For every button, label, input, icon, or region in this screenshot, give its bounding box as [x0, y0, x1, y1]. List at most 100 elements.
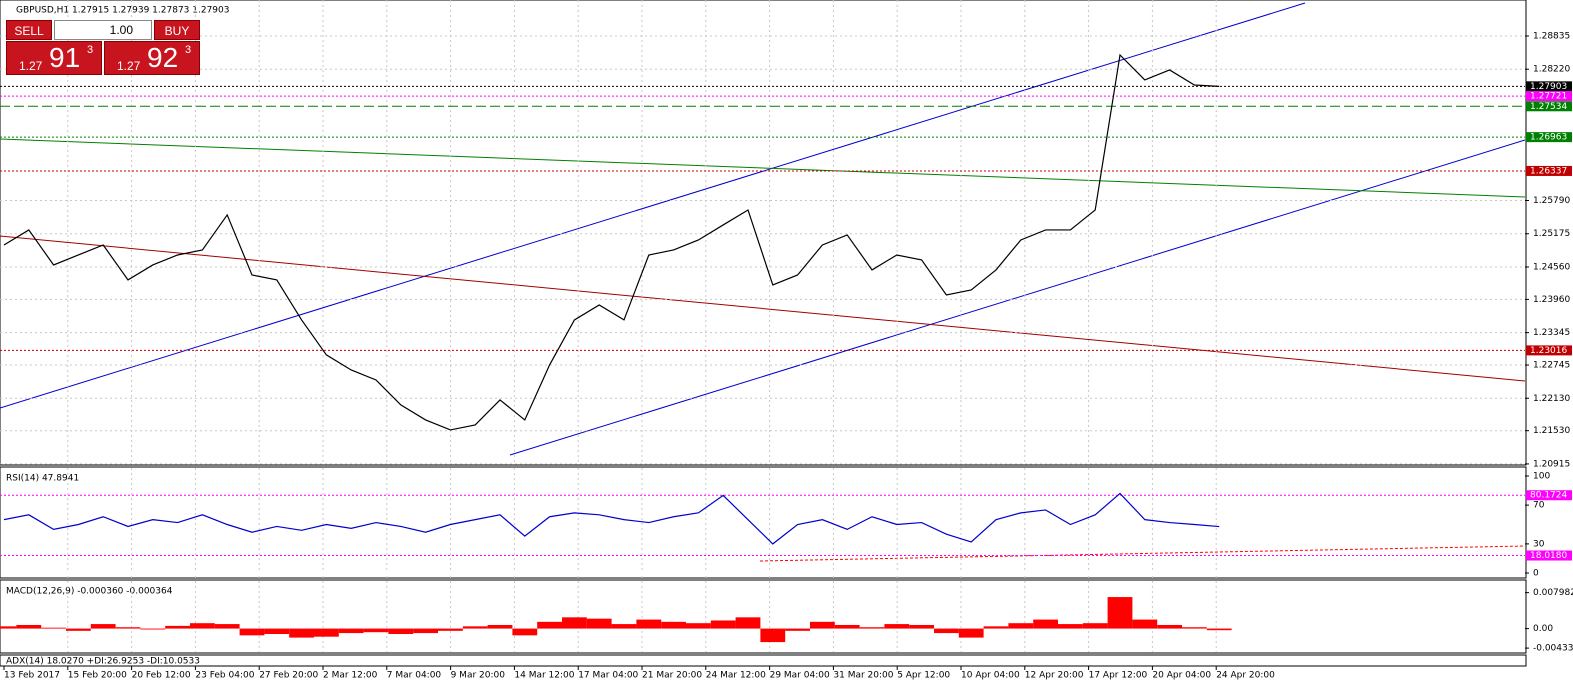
channel-lower: [509, 139, 1526, 456]
macd-bar: [710, 620, 736, 629]
macd-bar: [16, 624, 42, 629]
time-label: 21 Mar 20:00: [642, 671, 702, 681]
macd-bar: [636, 619, 662, 629]
macd-bar: [661, 621, 686, 629]
level-label: 1.27903: [1530, 82, 1567, 92]
macd-bar: [239, 628, 265, 636]
level-tag: [1526, 91, 1572, 102]
macd-bar: [686, 623, 711, 629]
macd-bar: [1206, 628, 1232, 631]
buy-frac: 3: [185, 44, 192, 56]
level-label: 1.27534: [1530, 102, 1567, 112]
macd-bar: [165, 625, 190, 629]
time-label: 23 Feb 04:00: [195, 671, 254, 681]
level-tag: [1526, 490, 1572, 501]
macd-bar: [487, 624, 513, 629]
time-label: 20 Apr 04:00: [1152, 671, 1211, 681]
y-tick-label: 30: [1533, 539, 1545, 549]
macd-frame: [0, 579, 1527, 654]
time-label: 17 Mar 04:00: [578, 671, 638, 681]
level-label: 80.1724: [1530, 491, 1567, 501]
macd-bar: [1058, 624, 1083, 629]
level-tag: [1526, 550, 1572, 561]
macd-bar: [264, 628, 290, 634]
y-tick-label: 1.20915: [1533, 459, 1570, 469]
macd-bar: [413, 628, 438, 634]
sell-big: 1.27: [19, 59, 43, 73]
time-label: 27 Feb 20:00: [259, 671, 318, 681]
macd-bar: [338, 628, 364, 634]
lot-input[interactable]: 1.00: [54, 20, 152, 40]
macd-bar: [214, 624, 240, 629]
macd-bar: [611, 624, 637, 629]
sell-price[interactable]: 1.27 91 3: [6, 41, 102, 75]
time-label: 9 Mar 20:00: [451, 671, 506, 681]
level-label: 1.26963: [1530, 133, 1567, 143]
macd-bar: [1008, 623, 1034, 629]
y-tick-label: 100: [1533, 472, 1550, 482]
macd-bar: [859, 627, 885, 629]
macd-bar: [1182, 627, 1207, 629]
macd-bar: [1132, 619, 1158, 629]
macd-bar: [785, 628, 810, 631]
macd-bar: [190, 623, 215, 629]
macd-title: MACD(12,26,9) -0.000360 -0.000364: [6, 587, 173, 597]
macd-bar: [0, 626, 17, 629]
level-label: 1.23016: [1530, 346, 1567, 356]
macd-bar: [958, 628, 984, 638]
level-label: 18.0180: [1530, 551, 1567, 561]
sell-button[interactable]: SELL: [6, 20, 52, 40]
buy-button[interactable]: BUY: [154, 20, 200, 40]
time-label: 31 Mar 20:00: [833, 671, 893, 681]
buy-price[interactable]: 1.27 92 3: [104, 41, 200, 75]
rsi-frame: [0, 466, 1527, 579]
macd-bar: [41, 627, 66, 629]
adx-frame: [0, 654, 1527, 667]
price-line: [3, 53, 1220, 431]
level-tag: [1526, 165, 1572, 176]
macd-bar: [735, 617, 761, 629]
macd-bar: [363, 628, 389, 633]
price-frame: [0, 0, 1527, 466]
macd-bar: [1033, 619, 1058, 629]
buy-big: 1.27: [117, 59, 141, 73]
time-label: 5 Apr 12:00: [897, 671, 950, 681]
sell-frac: 3: [87, 44, 94, 56]
channel-upper: [0, 2, 1306, 409]
macd-bar: [314, 628, 339, 637]
y-tick-label: 1.23345: [1533, 328, 1570, 338]
time-label: 24 Apr 20:00: [1216, 671, 1275, 681]
y-tick-label: 0.007982: [1533, 588, 1573, 598]
macd-bar: [934, 628, 959, 634]
time-label: 17 Apr 12:00: [1089, 671, 1148, 681]
sell-pips: 91: [49, 42, 81, 73]
level-tag: [1526, 132, 1572, 143]
macd-bar: [1082, 623, 1108, 629]
level-label: 1.26337: [1530, 166, 1567, 176]
macd-bar: [537, 621, 562, 629]
level-tag: [1526, 101, 1572, 112]
time-label: 20 Feb 12:00: [132, 671, 191, 681]
y-tick-label: 0: [1533, 569, 1539, 579]
y-tick-label: 1.25790: [1533, 196, 1570, 206]
level-tag: [1526, 81, 1572, 92]
y-tick-label: 1.28835: [1533, 31, 1570, 41]
level-tag: [1526, 345, 1572, 356]
y-tick-label: 70: [1533, 501, 1545, 511]
rsi-title: RSI(14) 47.8941: [6, 474, 79, 484]
y-tick-label: 1.25175: [1533, 229, 1570, 239]
macd-bar: [1157, 624, 1182, 629]
macd-bar: [66, 628, 91, 631]
macd-bar: [983, 626, 1009, 629]
macd-bar: [760, 628, 786, 643]
macd-bar: [289, 628, 314, 638]
macd-bar: [512, 628, 538, 636]
macd-bar: [90, 624, 116, 629]
time-label: 29 Mar 04:00: [770, 671, 830, 681]
symbol-header: GBPUSD,H1 1.27915 1.27939 1.27873 1.2790…: [16, 6, 229, 16]
macd-bar: [1107, 597, 1133, 629]
time-label: 10 Apr 04:00: [961, 671, 1020, 681]
time-label: 14 Mar 12:00: [514, 671, 574, 681]
